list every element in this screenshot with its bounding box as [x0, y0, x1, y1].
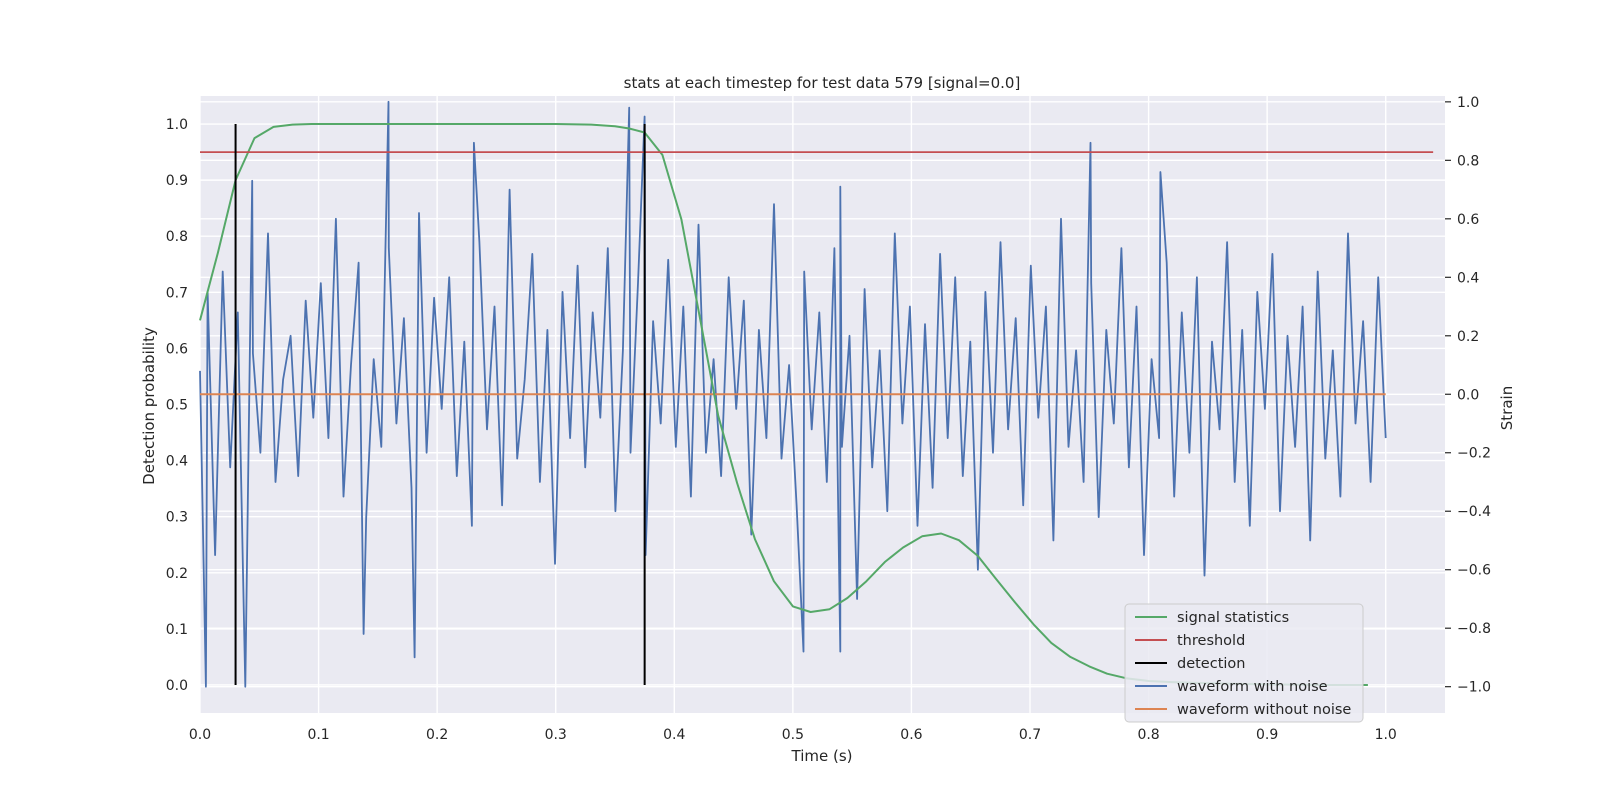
legend-label: detection [1177, 656, 1245, 672]
x-tick-label: 0.6 [900, 727, 922, 743]
legend-label: signal statistics [1177, 610, 1289, 626]
x-axis-ticks: 0.0 0.1 0.2 0.3 0.4 0.5 0.6 0.7 0.8 0.9 1.0 [189, 727, 1397, 743]
y2-axis-label: Strain [1498, 386, 1516, 430]
y-tick-label: 0.8 [166, 229, 188, 245]
y-tick-label: 0.3 [166, 510, 188, 526]
x-axis-label: Time (s) [791, 747, 853, 765]
series-layer [199, 100, 1434, 688]
y2-tick-label: 0.2 [1457, 329, 1479, 345]
y2-tick-label: −0.8 [1457, 621, 1491, 637]
y-axis-ticks: 0.0 0.1 0.2 0.3 0.4 0.5 0.6 0.7 0.8 0.9 1.0 [166, 117, 188, 694]
y-tick-label: 1.0 [166, 117, 188, 133]
legend-label: waveform without noise [1177, 702, 1351, 718]
y2-tick-label: 0.4 [1457, 270, 1479, 286]
x-tick-label: 1.0 [1375, 727, 1397, 743]
y2-tick-label: −0.2 [1457, 446, 1491, 462]
signal-statistics-line [199, 123, 1368, 686]
y-tick-label: 0.6 [166, 341, 188, 357]
x-tick-label: 0.4 [663, 727, 685, 743]
y-axis-label: Detection probability [140, 327, 158, 485]
x-tick-label: 0.2 [426, 727, 448, 743]
y2-tick-label: 0.8 [1457, 153, 1479, 169]
waveform-with-noise-line [199, 100, 1387, 688]
y-tick-label: 0.4 [166, 454, 188, 470]
y2-axis-ticks: −1.0 −0.8 −0.6 −0.4 −0.2 0.0 0.2 0.4 0.6 0.8 1.0 [1445, 95, 1491, 696]
chart-title: stats at each timestep for test data 579… [624, 74, 1021, 92]
y-tick-label: 0.2 [166, 566, 188, 582]
y-tick-label: 0.5 [166, 398, 188, 414]
legend-label: threshold [1177, 633, 1245, 649]
y2-tick-label: −1.0 [1457, 680, 1491, 696]
y-tick-label: 0.0 [166, 678, 188, 694]
y-tick-label: 0.1 [166, 622, 188, 638]
x-tick-label: 0.7 [1019, 727, 1041, 743]
y2-tick-label: 1.0 [1457, 95, 1479, 111]
y2-tick-label: 0.0 [1457, 387, 1479, 403]
x-tick-label: 0.0 [189, 727, 211, 743]
y2-tick-label: −0.4 [1457, 504, 1491, 520]
y-tick-label: 0.7 [166, 285, 188, 301]
legend-label: waveform with noise [1177, 679, 1328, 695]
x-tick-label: 0.1 [307, 727, 329, 743]
x-tick-label: 0.5 [782, 727, 804, 743]
legend-box [1124, 603, 1364, 723]
y2-tick-label: 0.6 [1457, 212, 1479, 228]
x-tick-label: 0.9 [1256, 727, 1278, 743]
y2-tick-label: −0.6 [1457, 563, 1491, 579]
x-tick-label: 0.8 [1137, 727, 1159, 743]
x-tick-label: 0.3 [545, 727, 567, 743]
y-tick-label: 0.9 [166, 173, 188, 189]
legend: signal statistics threshold detection wavef… [1124, 603, 1364, 723]
